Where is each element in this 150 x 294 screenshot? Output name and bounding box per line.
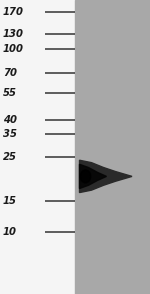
- Text: 35: 35: [3, 129, 17, 139]
- Ellipse shape: [80, 170, 91, 183]
- Text: 130: 130: [3, 29, 24, 39]
- Polygon shape: [80, 160, 132, 193]
- Text: 15: 15: [3, 196, 17, 206]
- Text: 55: 55: [3, 88, 17, 98]
- Polygon shape: [80, 164, 106, 188]
- Text: 70: 70: [3, 68, 17, 78]
- Text: 100: 100: [3, 44, 24, 54]
- Bar: [75, 0, 150, 294]
- Text: 25: 25: [3, 152, 17, 162]
- Text: 10: 10: [3, 227, 17, 237]
- Text: 40: 40: [3, 115, 17, 125]
- Text: 170: 170: [3, 7, 24, 17]
